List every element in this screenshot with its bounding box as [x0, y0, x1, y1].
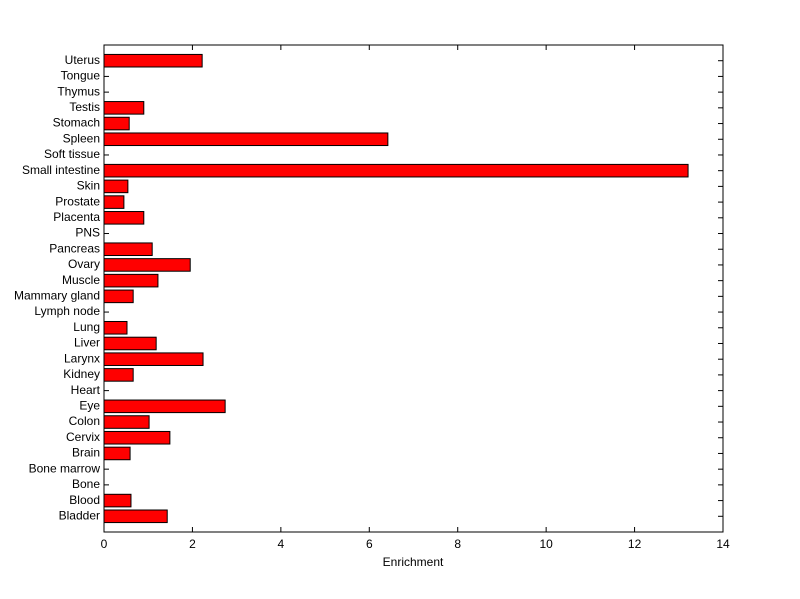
bar	[103, 101, 145, 115]
y-tick-label: Prostate	[55, 194, 100, 208]
y-tick-label: Blood	[69, 493, 100, 507]
y-tick-label: Soft tissue	[44, 147, 100, 161]
y-tick-label: Muscle	[62, 273, 100, 287]
y-tick-label: Testis	[69, 100, 100, 114]
bar	[103, 273, 159, 288]
bar	[103, 509, 168, 524]
bar	[103, 289, 134, 304]
y-tick-label: Thymus	[57, 84, 100, 98]
y-tick-label: Eye	[79, 398, 100, 412]
y-tick-label: Pancreas	[49, 241, 100, 255]
bar	[103, 211, 145, 225]
bar	[103, 399, 226, 414]
bar	[103, 53, 203, 68]
bar	[103, 179, 129, 194]
bar	[103, 163, 689, 178]
y-tick-label: Spleen	[63, 131, 100, 145]
x-tick-label: 2	[189, 537, 196, 551]
y-tick-label: Skin	[77, 179, 100, 193]
bar	[103, 415, 150, 429]
y-tick-label: Lung	[73, 320, 100, 334]
bar	[103, 242, 153, 257]
y-tick-label: Lymph node	[34, 304, 100, 318]
y-tick-label: Mammary gland	[14, 289, 100, 303]
y-tick-label: Larynx	[64, 351, 100, 365]
x-tick-label: 6	[366, 537, 373, 551]
bar	[103, 352, 204, 366]
y-tick-label: Bone	[72, 477, 100, 491]
y-tick-label: Colon	[69, 414, 100, 428]
plot-area	[103, 44, 724, 533]
x-tick-label: 10	[539, 537, 553, 551]
bar	[103, 446, 131, 461]
bar	[103, 368, 134, 382]
y-tick-label: Stomach	[53, 116, 100, 130]
x-tick-label: 8	[454, 537, 461, 551]
bar	[103, 336, 157, 351]
y-tick-label: Placenta	[53, 210, 100, 224]
y-tick-label: Small intestine	[22, 163, 100, 177]
y-tick-label: Liver	[74, 336, 100, 350]
y-tick-label: Bladder	[59, 508, 100, 522]
bar	[103, 320, 128, 335]
y-tick-label: Brain	[72, 446, 100, 460]
bar	[103, 195, 125, 209]
bar	[103, 116, 130, 131]
bar	[103, 493, 132, 508]
y-tick-label: Heart	[71, 383, 101, 397]
x-tick-label: 14	[716, 537, 730, 551]
y-tick-label: Bone marrow	[29, 461, 101, 475]
y-tick-label: Cervix	[66, 430, 100, 444]
x-tick-label: 0	[101, 537, 108, 551]
bar	[103, 430, 171, 445]
x-axis-label: Enrichment	[383, 555, 444, 569]
bar	[103, 258, 191, 272]
y-tick-label: Tongue	[61, 69, 101, 83]
y-tick-label: PNS	[75, 226, 100, 240]
y-tick-label: Ovary	[68, 257, 100, 271]
bar	[103, 132, 389, 147]
x-tick-label: 4	[278, 537, 285, 551]
y-tick-label: Kidney	[63, 367, 100, 381]
y-tick-label: Uterus	[65, 53, 100, 67]
x-tick-label: 12	[628, 537, 642, 551]
